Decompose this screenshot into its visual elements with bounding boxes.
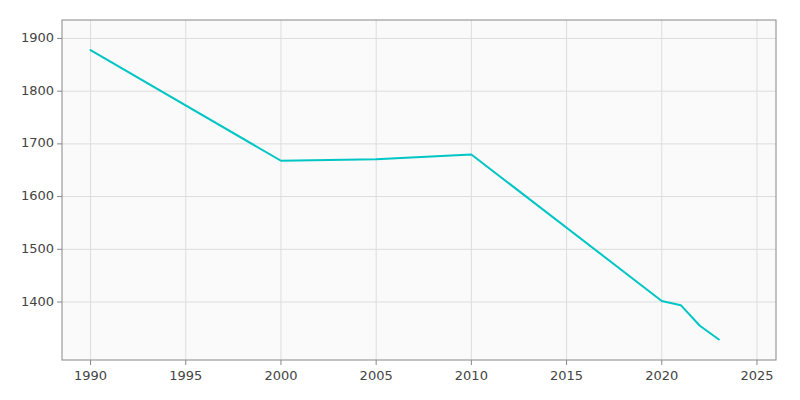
x-tick-mark xyxy=(280,360,281,365)
y-tick-label: 1600 xyxy=(21,188,54,203)
y-tick-mark xyxy=(57,302,62,303)
x-tick-mark xyxy=(566,360,567,365)
x-tick-mark xyxy=(756,360,757,365)
y-grid-line xyxy=(62,91,776,92)
x-grid-line xyxy=(566,20,567,360)
y-tick-mark xyxy=(57,143,62,144)
y-tick-label: 1800 xyxy=(21,83,54,98)
axes: 1400 1500 1600 1700 1800 1900 1990 1995 2000 2005… xyxy=(21,30,774,383)
x-tick-mark xyxy=(185,360,186,365)
x-tick-label: 2020 xyxy=(645,368,678,383)
x-grid-line xyxy=(280,20,281,360)
y-tick-mark xyxy=(57,196,62,197)
y-grid-line xyxy=(62,249,776,250)
y-tick-label: 1400 xyxy=(21,294,54,309)
x-tick-label: 2005 xyxy=(360,368,393,383)
x-tick-label: 2025 xyxy=(740,368,773,383)
y-tick-mark xyxy=(57,38,62,39)
x-tick-mark xyxy=(376,360,377,365)
data-line xyxy=(91,50,719,339)
x-grid-line xyxy=(376,20,377,360)
chart-svg: 1400 1500 1600 1700 1800 1900 1990 1995 2000 2005… xyxy=(0,0,800,400)
y-grid-line xyxy=(62,196,776,197)
x-tick-mark xyxy=(471,360,472,365)
x-tick-label: 2015 xyxy=(550,368,583,383)
grid xyxy=(62,20,776,360)
y-tick-mark xyxy=(57,91,62,92)
x-tick-mark xyxy=(661,360,662,365)
y-tick-label: 1900 xyxy=(21,30,54,45)
y-tick-label: 1700 xyxy=(21,135,54,150)
x-grid-line xyxy=(756,20,757,360)
y-tick-label: 1500 xyxy=(21,241,54,256)
x-tick-label: 1990 xyxy=(74,368,107,383)
x-tick-label: 2000 xyxy=(264,368,297,383)
plot-frame xyxy=(62,20,776,360)
x-grid-line xyxy=(185,20,186,360)
data-layer xyxy=(91,50,719,339)
x-grid-line xyxy=(471,20,472,360)
x-tick-label: 1995 xyxy=(169,368,202,383)
y-tick-mark xyxy=(57,249,62,250)
x-grid-line xyxy=(661,20,662,360)
y-grid-line xyxy=(62,38,776,39)
x-grid-line xyxy=(90,20,91,360)
y-grid-line xyxy=(62,143,776,144)
x-tick-mark xyxy=(90,360,91,365)
plot-background xyxy=(62,20,776,360)
x-tick-label: 2010 xyxy=(455,368,488,383)
chart-container: 1400 1500 1600 1700 1800 1900 1990 1995 2000 2005… xyxy=(0,0,800,400)
